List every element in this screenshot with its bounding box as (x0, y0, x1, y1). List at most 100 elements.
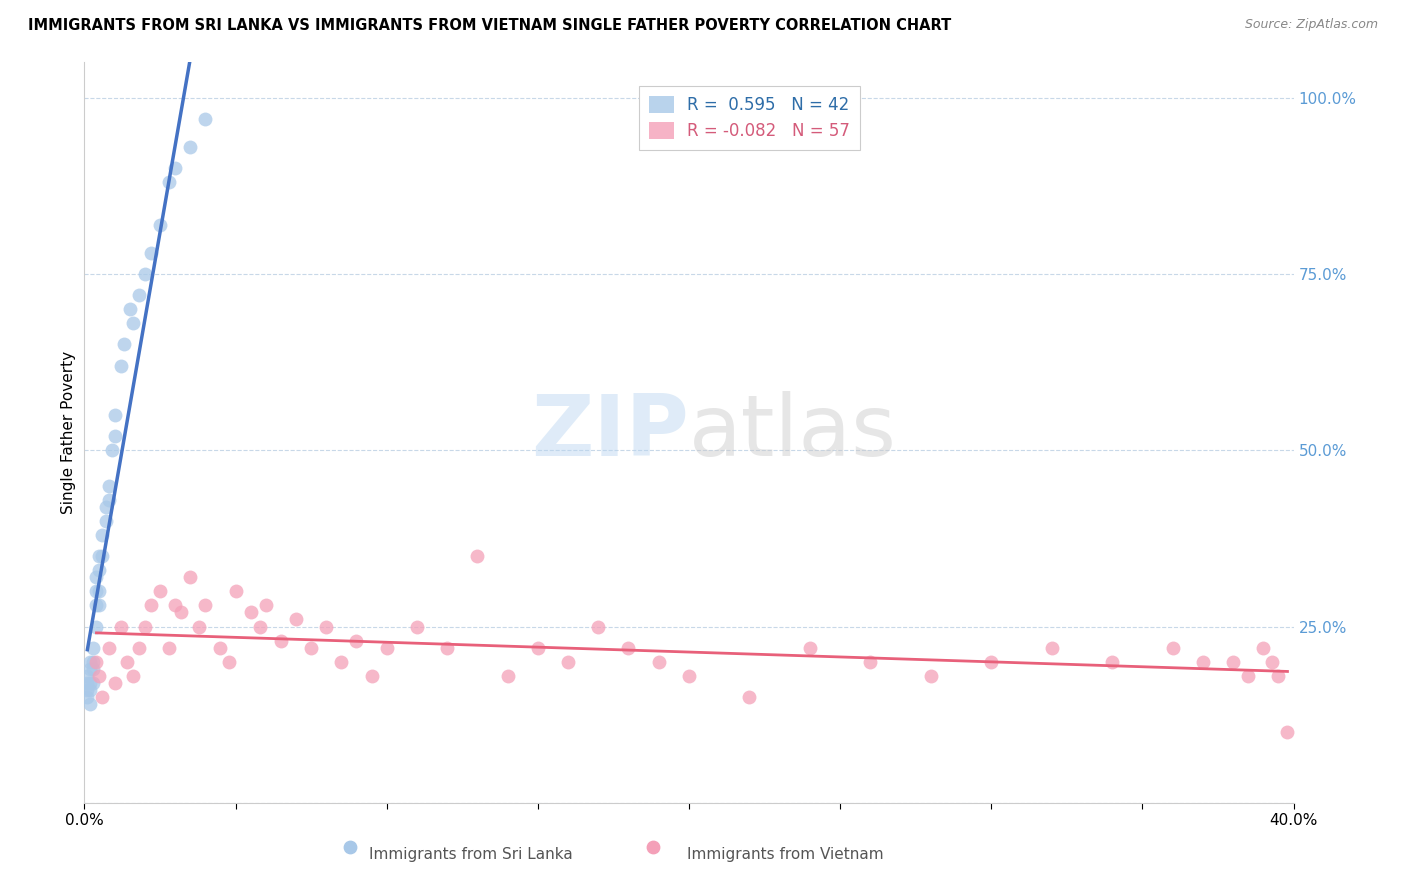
Legend: R =  0.595   N = 42, R = -0.082   N = 57: R = 0.595 N = 42, R = -0.082 N = 57 (638, 86, 860, 150)
Point (375, 640, 398, 655)
Point (76, 690, 98, 704)
Point (121, 669, 143, 683)
Point (97, 492, 120, 507)
Text: Immigrants from Sri Lanka: Immigrants from Sri Lanka (370, 847, 574, 863)
Point (648, 655, 671, 669)
Point (360, 669, 382, 683)
Point (121, 316, 143, 330)
Point (254, 599, 277, 613)
Point (97, 478, 120, 492)
Point (1277, 725, 1299, 739)
Point (179, 140, 201, 154)
Point (165, 161, 187, 176)
Point (1253, 640, 1275, 655)
Point (76, 683, 98, 698)
Point (218, 655, 240, 669)
Point (678, 669, 700, 683)
Point (249, 619, 271, 633)
Text: Immigrants from Vietnam: Immigrants from Vietnam (688, 847, 884, 863)
Point (128, 640, 150, 655)
Point (270, 633, 292, 648)
Point (82, 640, 104, 655)
Point (527, 640, 550, 655)
Point (89, 599, 111, 613)
Point (79, 655, 101, 669)
Point (112, 337, 135, 351)
Point (239, 606, 262, 620)
Point (188, 619, 211, 633)
Point (1222, 655, 1244, 669)
Point (285, 612, 308, 626)
Point (157, 175, 180, 189)
Point (980, 655, 1002, 669)
Point (315, 619, 337, 633)
Point (115, 655, 138, 669)
Point (194, 112, 217, 126)
Point (157, 640, 180, 655)
Point (86, 584, 108, 599)
Point (406, 619, 429, 633)
Point (139, 599, 162, 613)
Point (299, 640, 322, 655)
Point (1237, 669, 1260, 683)
Point (94, 500, 117, 514)
Point (118, 302, 141, 317)
Point (467, 549, 489, 563)
Point (920, 669, 942, 683)
Point (165, 599, 187, 613)
Point (170, 606, 193, 620)
Point (588, 619, 610, 633)
Point (110, 619, 132, 633)
Point (91, 528, 114, 542)
Point (91, 690, 114, 704)
Point (1040, 640, 1063, 655)
Point (1161, 640, 1184, 655)
Point (89, 563, 111, 577)
Point (799, 640, 821, 655)
Text: atlas: atlas (689, 391, 897, 475)
Text: Source: ZipAtlas.com: Source: ZipAtlas.com (1244, 18, 1378, 31)
Point (110, 359, 132, 373)
Point (346, 633, 368, 648)
Text: ZIP: ZIP (531, 391, 689, 475)
Point (86, 599, 108, 613)
Point (149, 584, 172, 599)
Point (496, 669, 519, 683)
Point (79, 662, 101, 676)
Point (134, 267, 156, 281)
Point (86, 619, 108, 633)
Point (128, 288, 150, 302)
Point (82, 655, 104, 669)
Point (139, 245, 162, 260)
Point (104, 676, 127, 690)
Point (859, 655, 882, 669)
Point (79, 697, 101, 711)
Point (1261, 655, 1284, 669)
Point (82, 676, 104, 690)
Point (89, 584, 111, 599)
Point (79, 676, 101, 690)
Point (1267, 669, 1289, 683)
Point (557, 655, 579, 669)
Text: IMMIGRANTS FROM SRI LANKA VS IMMIGRANTS FROM VIETNAM SINGLE FATHER POVERTY CORRE: IMMIGRANTS FROM SRI LANKA VS IMMIGRANTS … (28, 18, 952, 33)
Point (91, 549, 114, 563)
Point (76, 676, 98, 690)
Point (79, 683, 101, 698)
Point (149, 218, 172, 232)
Point (134, 619, 156, 633)
Point (86, 655, 108, 669)
Point (738, 690, 761, 704)
Point (89, 549, 111, 563)
Point (179, 570, 201, 584)
Point (89, 669, 111, 683)
Point (76, 669, 98, 683)
Point (436, 640, 458, 655)
Point (82, 662, 104, 676)
Point (104, 408, 127, 422)
Point (225, 584, 247, 599)
Point (94, 514, 117, 528)
Point (617, 640, 640, 655)
Point (1101, 655, 1123, 669)
Point (330, 655, 353, 669)
Point (86, 570, 108, 584)
